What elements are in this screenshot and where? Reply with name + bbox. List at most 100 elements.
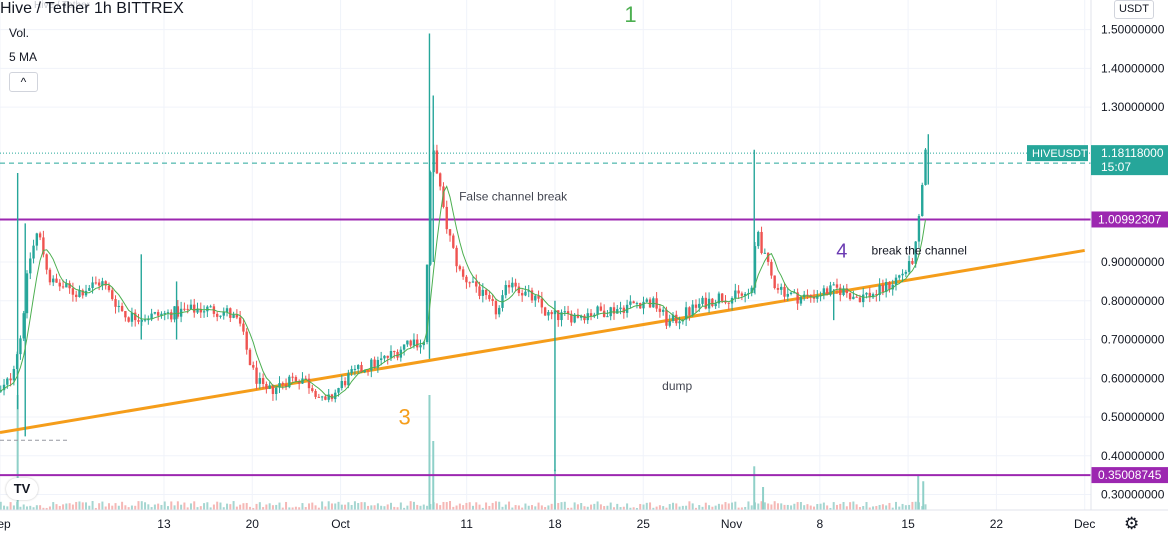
annotation-text[interactable]: break the channel bbox=[872, 244, 967, 258]
candle bbox=[570, 313, 573, 323]
candle bbox=[563, 311, 566, 313]
volume-bar bbox=[439, 505, 442, 510]
candle bbox=[468, 282, 471, 284]
currency-button[interactable]: USDT bbox=[1114, 0, 1154, 19]
candle bbox=[81, 290, 84, 296]
volume-bar bbox=[701, 506, 704, 510]
volume-bar bbox=[567, 507, 570, 510]
candle bbox=[409, 340, 412, 346]
candle bbox=[668, 320, 671, 326]
candle bbox=[416, 339, 419, 348]
volume-bar bbox=[849, 502, 852, 510]
candle bbox=[520, 293, 524, 296]
volume-bar bbox=[895, 501, 898, 510]
volume-bar bbox=[111, 505, 114, 510]
candle bbox=[766, 252, 770, 262]
volume-spike bbox=[553, 469, 556, 510]
volume-bar bbox=[203, 503, 206, 510]
gear-icon[interactable]: ⚙ bbox=[1124, 514, 1140, 533]
candle bbox=[498, 307, 501, 315]
candle bbox=[675, 314, 678, 324]
volume-bar bbox=[449, 501, 452, 510]
volume-bar bbox=[901, 503, 904, 510]
tradingview-logo[interactable]: TV bbox=[6, 478, 38, 500]
collapse-indicators-button[interactable]: ^ bbox=[9, 72, 38, 92]
annotation-text[interactable]: 3 bbox=[399, 405, 411, 430]
volume-bar bbox=[822, 502, 825, 510]
candle bbox=[114, 299, 117, 307]
candle bbox=[596, 306, 599, 315]
last-price-value: 1.18118000 bbox=[1101, 146, 1164, 160]
volume-spike bbox=[16, 395, 19, 510]
volume-bar bbox=[304, 507, 307, 510]
annotation-text[interactable]: dump bbox=[662, 379, 692, 393]
candle bbox=[540, 298, 544, 308]
annotation-text[interactable]: False channel break bbox=[459, 189, 568, 203]
candle bbox=[219, 315, 222, 317]
candle bbox=[297, 381, 301, 384]
candle bbox=[307, 378, 311, 389]
volume-bar bbox=[596, 501, 599, 510]
volume-bar bbox=[868, 507, 871, 510]
candle bbox=[278, 383, 281, 388]
volume-bar bbox=[691, 503, 694, 510]
x-tick-label: Dec bbox=[1074, 517, 1095, 531]
candle bbox=[881, 284, 885, 293]
volume-bar bbox=[445, 502, 448, 510]
volume-bar bbox=[311, 502, 314, 510]
candle bbox=[55, 278, 58, 283]
candle bbox=[6, 378, 9, 385]
volume-bar bbox=[62, 504, 65, 510]
candle bbox=[616, 309, 619, 314]
volume-bar bbox=[632, 507, 635, 510]
volume-bar bbox=[308, 503, 311, 510]
volume-bar bbox=[839, 503, 842, 510]
volume-bar bbox=[478, 504, 481, 510]
volume-bar bbox=[199, 506, 202, 510]
volume-bar bbox=[832, 502, 835, 510]
volume-bar bbox=[426, 505, 429, 510]
candle bbox=[704, 297, 708, 309]
volume-bar bbox=[793, 503, 796, 510]
indicator-ma-label[interactable]: 5 MA bbox=[9, 50, 38, 64]
volume-spike bbox=[922, 481, 925, 510]
volume-bar bbox=[465, 502, 468, 510]
volume-bar bbox=[265, 504, 268, 510]
volume-bar bbox=[924, 504, 927, 510]
volume-bar bbox=[629, 507, 632, 510]
volume-bar bbox=[586, 506, 589, 510]
candle bbox=[465, 276, 468, 283]
volume-bar bbox=[531, 505, 534, 510]
candle bbox=[61, 286, 65, 288]
candle bbox=[166, 312, 170, 314]
annotation-text[interactable]: 4 bbox=[836, 240, 847, 262]
candle bbox=[455, 247, 458, 267]
volume-bar bbox=[337, 501, 340, 510]
volume-bar bbox=[645, 502, 648, 510]
volume-bar bbox=[570, 507, 573, 510]
trendline[interactable] bbox=[0, 248, 1085, 434]
x-tick-label: 25 bbox=[637, 517, 651, 531]
candle bbox=[71, 288, 75, 295]
symbol-title[interactable]: Hive / Tether 1h BITTREX bbox=[0, 0, 184, 17]
volume-bar bbox=[475, 502, 478, 510]
candle bbox=[196, 308, 199, 313]
candle bbox=[88, 288, 91, 291]
candle bbox=[691, 304, 694, 316]
candle bbox=[809, 294, 812, 297]
candle bbox=[238, 317, 242, 324]
volume-bar bbox=[229, 504, 232, 510]
annotation-text[interactable]: 1 bbox=[624, 2, 636, 27]
volume-bar bbox=[298, 507, 301, 510]
x-tick-label: 13 bbox=[157, 517, 171, 531]
indicator-volume-label[interactable]: Vol. bbox=[9, 26, 30, 40]
candle bbox=[684, 307, 688, 320]
candle bbox=[717, 293, 721, 304]
price-level-label: 1.00992307 bbox=[1098, 212, 1162, 226]
volume-bar bbox=[458, 503, 461, 510]
volume-bar bbox=[898, 506, 901, 510]
volume-bar bbox=[852, 501, 855, 510]
volume-bar bbox=[232, 501, 235, 510]
volume-bar bbox=[914, 501, 917, 510]
